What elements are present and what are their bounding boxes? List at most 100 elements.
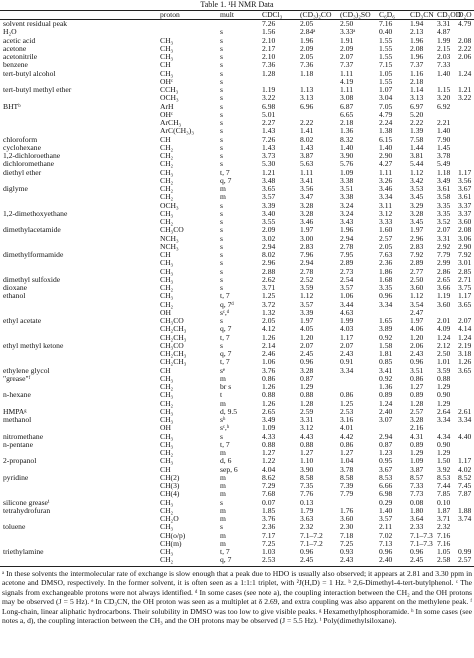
shift-value: 8.32	[340, 134, 354, 144]
shift-value: 2.96	[410, 233, 424, 243]
shift-value: 2.09	[262, 225, 276, 235]
multiplicity: s	[220, 60, 223, 70]
compound-name: toluene	[3, 522, 26, 532]
shift-value: 3.56	[458, 175, 472, 185]
compound-name: acetone	[3, 43, 27, 53]
multiplicity: s	[220, 126, 223, 136]
shift-value: 7.1–7.3	[410, 538, 433, 548]
shift-value: 3.72	[262, 299, 276, 309]
shift-value: 0.95	[379, 456, 393, 466]
shift-value: 4.09	[437, 324, 451, 334]
shift-value: 3.39	[300, 307, 314, 317]
shift-value: 7.16	[437, 530, 451, 540]
multiplicity: m	[220, 448, 226, 457]
shift-value: 1.32	[262, 307, 276, 317]
shift-value: 1.29	[437, 382, 451, 391]
multiplicity: m	[220, 489, 226, 499]
shift-value: 1.96	[340, 225, 354, 235]
shift-value: 2.32	[300, 522, 314, 532]
shift-value: 2.08	[410, 43, 424, 53]
shift-value: 1.97	[410, 316, 424, 325]
multiplicity: s	[220, 283, 223, 292]
proton: CCH₃	[160, 85, 179, 94]
shift-value: 8.62	[262, 472, 276, 482]
shift-value: 3.45	[410, 192, 424, 202]
shift-value: 0.87	[379, 439, 393, 449]
shift-value: 1.17	[458, 167, 472, 177]
shift-value: 0.96	[379, 547, 393, 556]
shift-value: 3.57	[379, 514, 393, 523]
shift-value: 3.92	[437, 464, 451, 474]
shift-value: 3.64	[410, 514, 424, 523]
shift-value: 1.20	[410, 332, 424, 342]
shift-value: 1.40	[340, 142, 354, 152]
shift-value: 3.59	[300, 283, 314, 292]
multiplicity: d, 6	[220, 456, 232, 466]
shift-value: 7.92	[458, 250, 472, 259]
shift-value: 2.85	[458, 266, 472, 276]
multiplicity: q, 7	[220, 175, 232, 185]
proton: CH	[160, 134, 171, 144]
proton: CH₂	[160, 398, 174, 408]
shift-value: 0.88	[300, 390, 314, 400]
footnote: ᶜ The signals from exchangeable protons …	[2, 578, 473, 597]
proton: CH₃	[160, 431, 174, 441]
shift-value: 2.06	[458, 52, 472, 61]
shift-value: 1.24	[437, 332, 451, 342]
shift-value: 3.24	[340, 200, 354, 210]
shift-value: 1.41	[300, 126, 314, 136]
shift-value: 4.34	[437, 431, 451, 441]
multiplicity: s	[220, 217, 223, 226]
shift-value: 1.96	[410, 35, 424, 45]
proton: CH₃	[160, 167, 174, 177]
shift-value: 1.09	[410, 456, 424, 466]
compound-name: nitromethane	[3, 431, 44, 441]
shift-value: 2.19	[458, 340, 472, 350]
shift-value: 1.13	[300, 85, 314, 94]
shift-value: 5.44	[410, 159, 424, 169]
shift-value: 3.73	[262, 151, 276, 160]
proton: CH₂	[160, 142, 174, 152]
shift-value: 3.49	[437, 175, 451, 185]
shift-value: 2.43	[340, 555, 354, 565]
shift-value: 7.02	[379, 530, 393, 540]
shift-value: 1.18	[437, 167, 451, 177]
shift-value: 7.37	[410, 60, 424, 70]
shift-value: 2.73	[340, 266, 354, 276]
compound-name: n-pentane	[3, 439, 33, 449]
multiplicity: s	[220, 52, 223, 61]
multiplicity: t, 7	[220, 547, 230, 556]
proton: CH₃	[160, 258, 174, 268]
shift-value: 3.51	[340, 184, 354, 193]
shift-value: 2.61	[458, 406, 472, 416]
shift-value: 3.61	[437, 184, 451, 193]
shift-value: 1.05	[379, 68, 393, 78]
shift-value: 3.13	[300, 93, 314, 103]
column-header: CDCl₃	[262, 9, 283, 19]
shift-value: 3.53	[410, 184, 424, 193]
multiplicity: m	[220, 538, 226, 548]
shift-value: 3.35	[437, 200, 451, 210]
proton: ArCH₃	[160, 118, 182, 127]
proton: CH₂	[160, 159, 174, 169]
shift-value: 2.65	[437, 274, 451, 284]
proton: CH₃	[160, 274, 174, 284]
shift-value: 7.37	[340, 60, 354, 70]
shift-value: 1.99	[340, 316, 354, 325]
shift-value: 6.92	[437, 101, 451, 111]
proton: CH₃	[160, 547, 174, 556]
shift-value: 1.09	[262, 423, 276, 433]
shift-value: 3.46	[379, 184, 393, 193]
footnote: ᶠ Long-chain, linear aliphatic hydrocarb…	[2, 597, 473, 616]
multiplicity: t, 7	[220, 439, 230, 449]
shift-value: 3.65	[458, 299, 472, 309]
shift-value: 1.17	[458, 291, 472, 301]
footnote: ʰ In some cases (see notes a, d), the co…	[2, 606, 473, 626]
shift-value: 1.36	[379, 382, 393, 391]
shift-value: 0.88	[262, 390, 276, 400]
shift-value: 1.55	[379, 52, 393, 61]
proton: CH	[160, 250, 171, 259]
compound-name: diglyme	[3, 184, 28, 193]
shift-value: 7.44	[437, 481, 451, 490]
shift-value: 3.18	[458, 349, 472, 358]
